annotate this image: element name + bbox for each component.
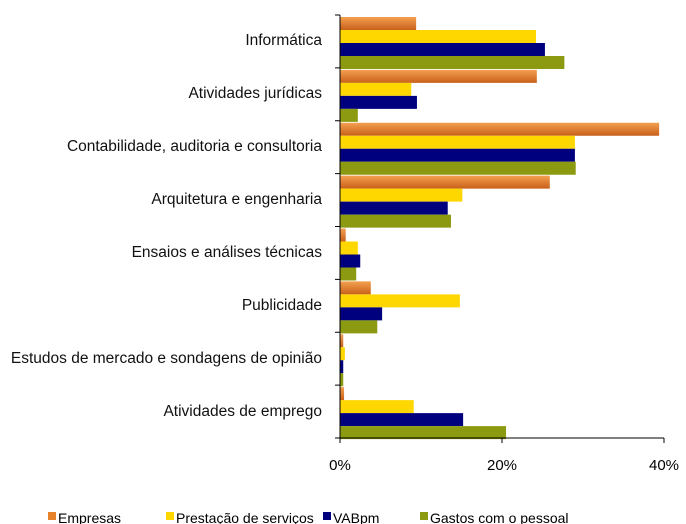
bar [340,188,463,202]
bar [340,360,344,374]
bar [340,17,417,30]
bar [340,95,417,109]
bar [340,228,346,242]
bar [340,413,464,427]
category-label: Estudos de mercado e sondagens de opiniã… [10,349,322,367]
bar [340,214,451,228]
bar [340,400,414,414]
bar [340,334,344,348]
legend-swatch [166,512,174,520]
bar [340,175,550,189]
legend-label: VABpm [333,510,379,524]
legend-label: Gastos com o pessoal [430,510,569,524]
bar [340,241,358,255]
category-label: Informática [245,32,322,50]
bar [340,347,345,361]
category-label: Atividades jurídicas [188,85,322,103]
bar [340,82,412,96]
legend-swatch [48,512,56,520]
bar [340,108,358,122]
bar [340,373,344,387]
bar [340,56,565,69]
category-label: Atividades de emprego [163,402,322,420]
legend-swatch [323,512,331,520]
legend-swatch [420,512,428,520]
category-label: Ensaios e análises técnicas [131,243,322,261]
bar [340,426,507,440]
bar [340,43,545,56]
legend-label: Empresas [58,510,121,524]
bar [340,267,357,281]
category-label: Contabilidade, auditoria e consultoria [66,138,322,156]
bar [340,294,460,308]
bar [340,161,576,175]
category-label: Arquitetura e engenharia [151,191,322,209]
bar [340,30,537,43]
bar [340,69,537,83]
bar [340,281,371,295]
bar [340,387,345,401]
category-label: Publicidade [241,296,322,314]
bar [340,122,660,136]
bar [340,201,448,215]
bar [340,320,378,334]
bar [340,148,575,162]
x-tick-label: 0% [329,457,351,474]
bar [340,254,361,268]
bar [340,135,575,149]
x-tick-label: 40% [649,457,679,474]
x-tick-label: 20% [487,457,517,474]
legend-label: Prestação de serviços [176,510,314,524]
bar [340,307,383,321]
